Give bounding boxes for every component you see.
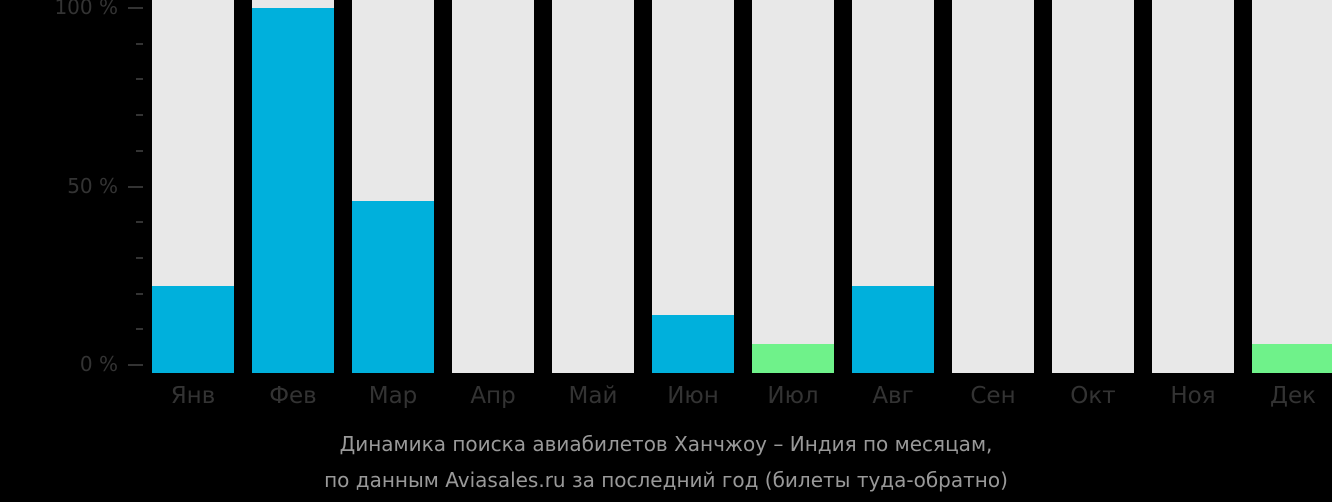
bar-value bbox=[252, 8, 334, 373]
bar-column bbox=[752, 0, 834, 373]
y-tick bbox=[136, 292, 143, 295]
y-tick bbox=[136, 328, 143, 331]
bar-column bbox=[652, 0, 734, 373]
bar-column bbox=[252, 0, 334, 373]
bar-value bbox=[852, 286, 934, 373]
bar-column bbox=[452, 0, 534, 373]
x-tick-label: Фев bbox=[269, 383, 317, 409]
bar-column bbox=[1052, 0, 1134, 373]
x-tick-label: Окт bbox=[1070, 383, 1116, 409]
y-tick bbox=[136, 42, 143, 45]
bar-value bbox=[352, 200, 434, 373]
x-tick-label: Дек bbox=[1269, 383, 1316, 409]
chart-caption-line2: по данным Aviasales.ru за последний год … bbox=[324, 468, 1008, 492]
bar-column bbox=[952, 0, 1034, 373]
y-tick bbox=[128, 185, 143, 188]
y-tick-label: 100 % bbox=[54, 0, 118, 19]
y-tick-label: 0 % bbox=[79, 352, 118, 376]
bar-value bbox=[152, 286, 234, 373]
x-tick-label: Авг bbox=[872, 383, 914, 409]
y-tick bbox=[136, 114, 143, 117]
y-tick bbox=[128, 7, 143, 9]
x-tick-label: Май bbox=[568, 383, 618, 409]
bar-column bbox=[1252, 0, 1332, 373]
x-tick-label: Янв bbox=[170, 383, 216, 409]
x-tick-label: Ноя bbox=[1170, 383, 1216, 409]
y-tick bbox=[136, 149, 143, 152]
x-tick-label: Мар bbox=[368, 383, 418, 409]
bar-column bbox=[1152, 0, 1234, 373]
bar-value bbox=[752, 343, 834, 373]
y-tick-label: 50 % bbox=[67, 173, 118, 198]
bar-value bbox=[652, 315, 734, 373]
bar-column bbox=[152, 0, 234, 373]
bar-column bbox=[552, 0, 634, 373]
x-tick-label: Июн bbox=[667, 383, 719, 409]
x-tick-label: Июл bbox=[767, 383, 819, 409]
y-tick bbox=[136, 78, 143, 81]
y-tick bbox=[136, 221, 143, 224]
x-tick-label: Апр bbox=[470, 383, 516, 409]
bar-column bbox=[852, 0, 934, 373]
y-tick bbox=[128, 364, 143, 366]
bar-value bbox=[1252, 343, 1332, 373]
y-tick bbox=[136, 256, 143, 259]
x-tick-label: Сен bbox=[970, 383, 1016, 409]
bar-column bbox=[352, 0, 434, 373]
chart-caption-line1: Динамика поиска авиабилетов Ханчжоу – Ин… bbox=[339, 432, 993, 456]
